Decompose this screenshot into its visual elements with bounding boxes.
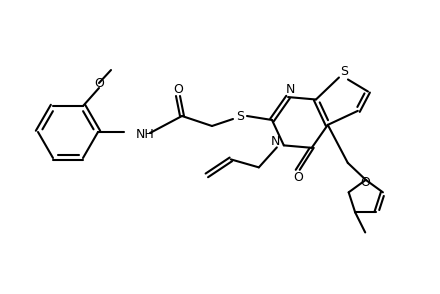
Text: O: O — [173, 83, 183, 96]
Text: O: O — [94, 76, 104, 89]
Text: O: O — [360, 176, 370, 188]
Text: N: N — [271, 135, 281, 148]
Text: N: N — [286, 83, 295, 96]
Text: O: O — [293, 171, 303, 184]
Text: NH: NH — [136, 128, 155, 141]
Text: S: S — [236, 109, 244, 123]
Text: S: S — [340, 65, 348, 78]
